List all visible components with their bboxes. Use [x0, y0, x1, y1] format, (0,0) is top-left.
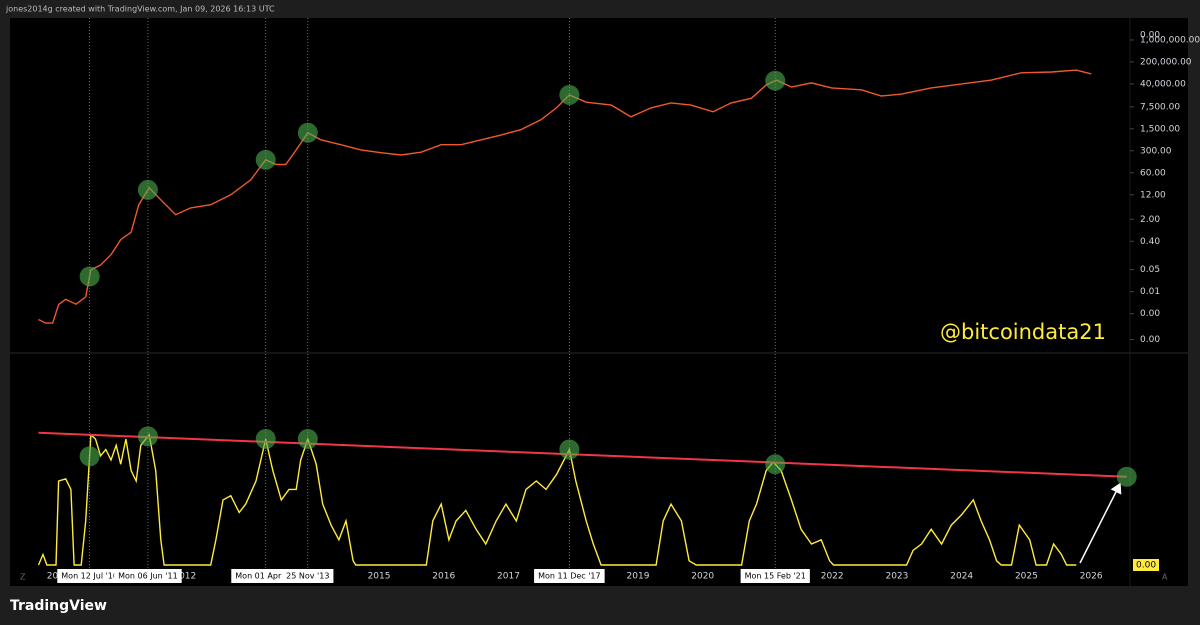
y-tick-label: 200,000.00 — [1140, 57, 1192, 67]
x-tick-label: 2019 — [627, 572, 650, 582]
series-line — [38, 69, 1092, 324]
header-text: jones2014g created with TradingView.com,… — [5, 5, 275, 14]
marker-label: Mon 06 Jun '11 — [118, 572, 178, 581]
y-tick-label: 1,000,000.00 — [1140, 35, 1200, 45]
x-tick-label: 2012 — [173, 572, 196, 582]
x-tick-label: 2026 — [1080, 572, 1103, 582]
x-tick-label: 2020 — [691, 572, 714, 582]
y-tick-label: 60.00 — [1140, 168, 1166, 178]
highlight — [297, 429, 318, 449]
marker-label-box — [740, 569, 810, 583]
y-tick-label: 0.00 — [1140, 309, 1160, 319]
last-value-box — [1133, 559, 1159, 571]
y-tick-label: 2.00 — [1140, 215, 1160, 225]
x-tick-label: 2017 — [497, 572, 520, 582]
y-tick-label: 0.05 — [1140, 265, 1160, 275]
marker-label: Mon 11 Dec '17 — [538, 572, 601, 581]
y-tick-label: 7,500.00 — [1140, 102, 1180, 112]
marker-label-box — [114, 569, 182, 583]
highlight — [79, 446, 100, 467]
watermark: @bitcoindata21 — [940, 320, 1106, 344]
scale-label: 0.00 — [1140, 31, 1160, 41]
series-line — [37, 433, 1077, 566]
x-tick-label: 2023 — [885, 572, 908, 582]
highlight — [137, 179, 158, 200]
arrow — [1079, 482, 1122, 564]
x-tick-label: 2016 — [432, 572, 455, 582]
highlight — [559, 84, 580, 105]
chart-area — [10, 18, 1188, 586]
y-tick-label: 1,500.00 — [1140, 124, 1180, 134]
marker-label: Mon 01 Apr '13 — [235, 572, 296, 581]
y-tick-label: 40,000.00 — [1140, 79, 1186, 89]
marker-label-box — [534, 569, 605, 583]
highlight — [255, 149, 276, 170]
footer-logo: TradingView — [10, 598, 107, 614]
x-tick-label: 2022 — [821, 572, 844, 582]
highlight — [137, 426, 158, 447]
highlight — [1116, 466, 1137, 487]
highlight — [765, 70, 786, 91]
x-tick-label: 201 — [47, 572, 64, 582]
highlight — [79, 266, 100, 287]
corner-left: Z — [20, 573, 26, 582]
marker-label-box — [57, 569, 122, 583]
y-tick-label: 0.00 — [1140, 335, 1160, 345]
highlight — [559, 439, 580, 460]
x-tick-label: 2015 — [368, 572, 391, 582]
y-tick-label: 12.00 — [1140, 190, 1166, 200]
highlight — [765, 454, 786, 475]
x-tick-label: 2025 — [1015, 572, 1038, 582]
marker-label: Mon 12 Jul '10 — [61, 572, 118, 581]
y-tick-label: 0.00 — [1136, 561, 1156, 571]
marker-label: 25 Nov '13 — [286, 572, 329, 581]
y-tick-label: 0.40 — [1140, 237, 1160, 247]
corner-right: A — [1162, 573, 1168, 582]
marker-label-box — [282, 569, 334, 583]
x-tick-label: 2024 — [950, 572, 973, 582]
highlight — [255, 429, 276, 449]
trendline — [38, 431, 1127, 478]
marker-label: Mon 15 Feb '21 — [745, 572, 806, 581]
highlight — [297, 122, 318, 143]
y-tick-label: 0.01 — [1140, 287, 1160, 297]
y-tick-label: 300.00 — [1140, 146, 1172, 156]
